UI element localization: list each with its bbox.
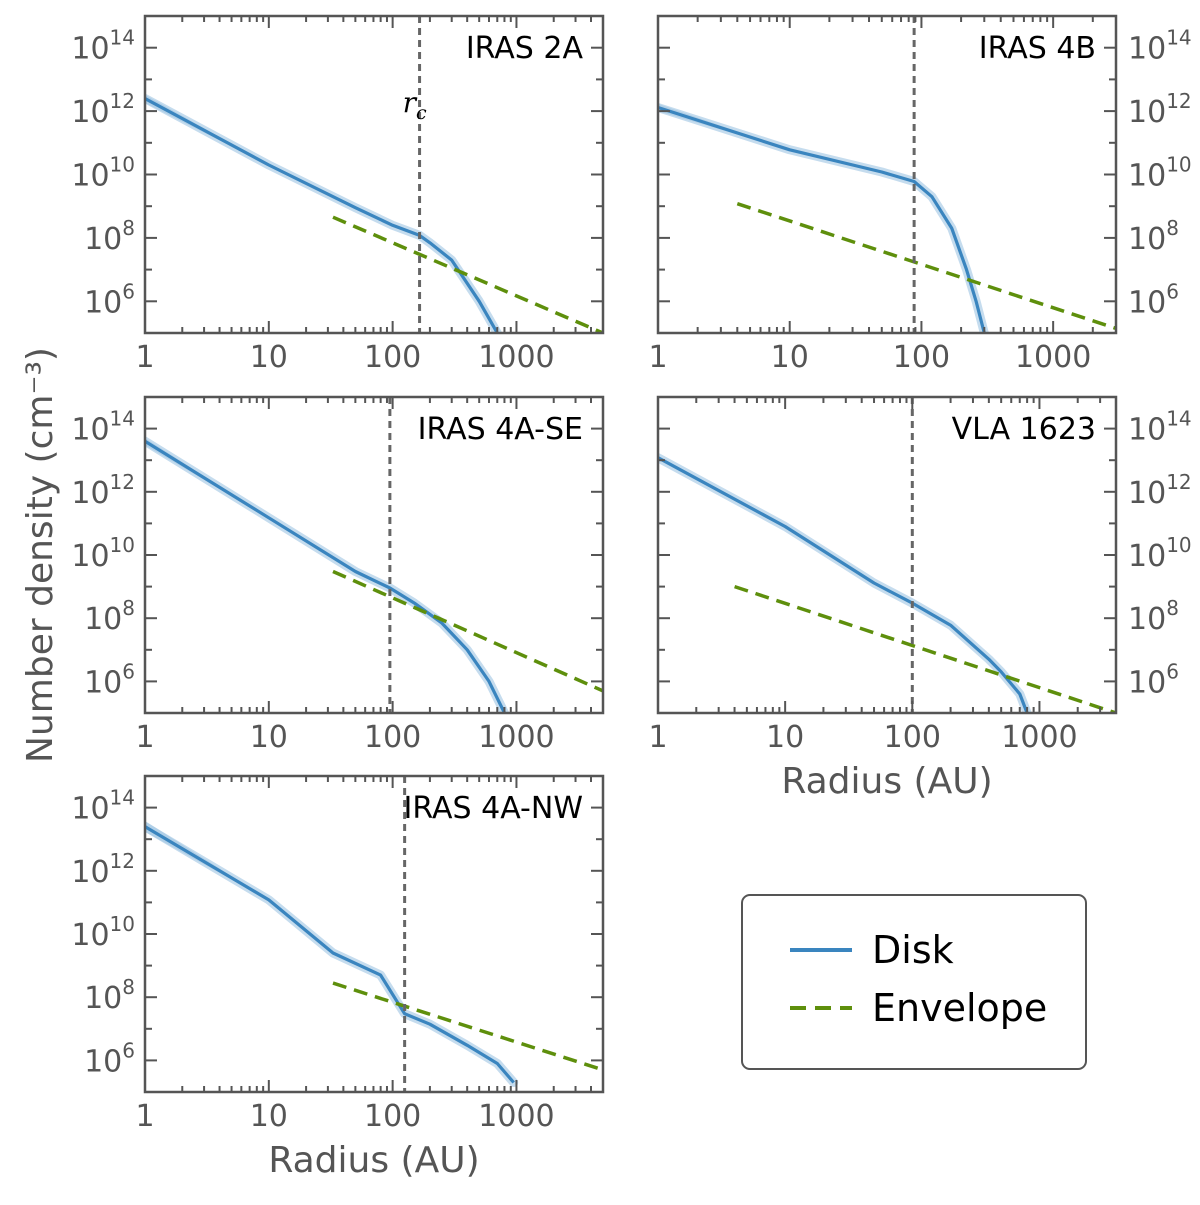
x-axis-title: Radius (AU) <box>268 1140 479 1181</box>
y-tick-label: 1014 <box>71 407 135 448</box>
disk-band-inner <box>658 103 790 150</box>
y-tick-label: 1014 <box>1128 407 1192 448</box>
x-tick-label: 1000 <box>1001 720 1077 755</box>
disk-uncertainty-band <box>145 94 502 333</box>
y-tick-label: 108 <box>84 596 135 637</box>
plot-area <box>658 453 1116 713</box>
x-tick-label: 1 <box>648 720 667 755</box>
panel-iras-4b: 1 10 100 1000 106 108 1010 1012 1014 IRAS 4B <box>648 14 1192 375</box>
disk-uncertainty-band <box>145 822 519 1087</box>
y-tick-label: 1012 <box>1128 89 1192 130</box>
disk-uncertainty-band <box>658 103 989 333</box>
plot-area <box>145 94 603 333</box>
plot-area <box>658 103 1116 333</box>
panel-title: IRAS 4A-SE <box>418 412 583 447</box>
panel-iras-4a-nw: 1 10 100 1000 106 108 1010 1012 1014 IRAS 4A-NW Ra… <box>71 774 605 1181</box>
disk-line <box>145 439 506 713</box>
disk-line <box>658 456 1029 713</box>
envelope-line <box>734 584 1116 713</box>
panel-title: IRAS 2A <box>466 31 584 66</box>
x-tick-label: 1000 <box>1015 340 1091 375</box>
x-tick-label: 10 <box>250 720 288 755</box>
x-tick-label: 10 <box>766 720 804 755</box>
y-tick-label: 106 <box>1128 659 1179 700</box>
y-tick-label: 108 <box>84 975 135 1016</box>
x-tick-label: 10 <box>250 340 288 375</box>
x-tick-label: 100 <box>893 340 950 375</box>
y-tick-label: 108 <box>1128 596 1179 637</box>
disk-uncertainty-band <box>658 453 1032 713</box>
legend-label-disk: Disk <box>872 928 954 972</box>
envelope-line <box>332 215 603 333</box>
x-tick-label: 100 <box>364 720 421 755</box>
panel-iras-4a-se: 1 10 100 1000 106 108 1010 1012 1014 IRAS 4A-SE <box>71 395 605 755</box>
x-tick-label: 1 <box>135 340 154 375</box>
y-tick-label: 1012 <box>71 89 135 130</box>
panel-title: IRAS 4B <box>979 31 1096 66</box>
panel-title: VLA 1623 <box>952 412 1096 447</box>
envelope-line <box>736 202 1116 331</box>
disk-line <box>658 105 986 333</box>
x-tick-label: 1 <box>135 1099 154 1134</box>
disk-line <box>145 97 499 333</box>
panel-vla-1623: 1 10 100 1000 106 108 1010 1012 1014 VLA 1623 Radi… <box>648 395 1192 802</box>
y-tick-label: 1012 <box>1128 470 1192 511</box>
x-tick-label: 1 <box>135 720 154 755</box>
y-tick-label: 108 <box>84 216 135 257</box>
plot-area <box>145 820 603 1087</box>
y-tick-label: 1014 <box>1128 26 1192 67</box>
y-tick-label: 106 <box>84 279 135 320</box>
x-tick-label: 1000 <box>478 1099 554 1134</box>
legend-box <box>741 894 1087 1070</box>
x-axis-title: Radius (AU) <box>781 761 992 802</box>
rc-annotation: rc <box>403 86 427 124</box>
y-tick-label: 1014 <box>71 26 135 67</box>
y-tick-label: 106 <box>84 659 135 700</box>
y-tick-label: 1010 <box>71 912 135 953</box>
x-tick-label: 10 <box>771 340 809 375</box>
x-tick-label: 100 <box>884 720 941 755</box>
x-tick-label: 100 <box>364 340 421 375</box>
x-tick-label: 10 <box>250 1099 288 1134</box>
panel-title: IRAS 4A-NW <box>404 791 583 826</box>
y-tick-label: 1012 <box>71 849 135 890</box>
x-tick-label: 100 <box>364 1099 421 1134</box>
y-tick-label: 1012 <box>71 470 135 511</box>
legend: Disk Envelope <box>741 894 1087 1070</box>
plot-area <box>145 436 603 713</box>
y-tick-label: 1010 <box>1128 153 1192 194</box>
envelope-line <box>332 569 603 693</box>
x-tick-label: 1000 <box>478 720 554 755</box>
x-tick-label: 1 <box>648 340 667 375</box>
panel-iras-2a: 1 10 100 1000 106 108 1010 1012 1014 IRAS 2A rc <box>71 14 605 375</box>
disk-line <box>145 825 515 1084</box>
y-tick-label: 1010 <box>71 533 135 574</box>
legend-label-envelope: Envelope <box>872 986 1047 1030</box>
y-tick-label: 1010 <box>71 153 135 194</box>
disk-uncertainty-band <box>145 436 509 713</box>
y-tick-label: 106 <box>1128 279 1179 320</box>
y-axis-title: Number density (cm⁻³) <box>20 347 61 763</box>
y-tick-label: 1010 <box>1128 533 1192 574</box>
y-tick-label: 1014 <box>71 786 135 827</box>
envelope-line <box>332 981 603 1072</box>
y-tick-label: 108 <box>1128 216 1179 257</box>
x-tick-label: 1000 <box>478 340 554 375</box>
y-tick-label: 106 <box>84 1038 135 1079</box>
